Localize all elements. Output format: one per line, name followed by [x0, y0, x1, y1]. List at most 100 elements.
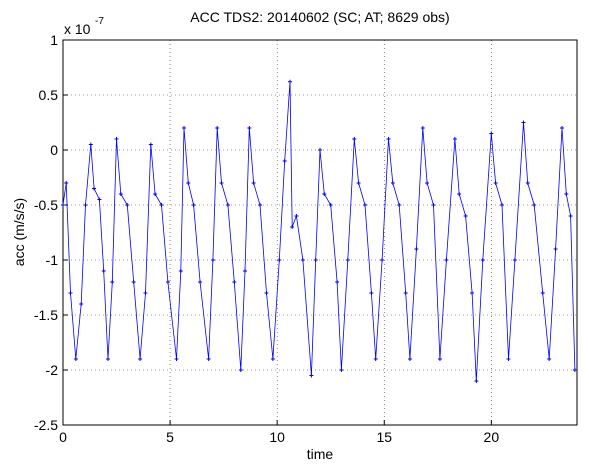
- data-point: [493, 181, 498, 185]
- x-tick-label: 10: [269, 429, 285, 445]
- data-point: [206, 357, 211, 361]
- data-point: [148, 142, 153, 147]
- data-point: [97, 197, 102, 202]
- y-tick-label: -2.5: [34, 417, 58, 433]
- data-point: [512, 258, 517, 262]
- data-point: [174, 357, 179, 361]
- data-point: [92, 186, 97, 191]
- x-tick-label: 5: [166, 429, 174, 445]
- data-point: [191, 203, 196, 207]
- data-point: [143, 291, 148, 295]
- y-multiplier: x 10: [64, 21, 91, 37]
- data-point: [309, 373, 314, 378]
- data-point: [356, 181, 361, 185]
- data-point: [407, 357, 412, 361]
- data-point: [114, 137, 119, 141]
- data-point: [564, 192, 569, 196]
- x-axis-label: time: [307, 446, 334, 462]
- data-point: [288, 79, 293, 84]
- x-tick-label: 15: [376, 429, 392, 445]
- data-point: [165, 280, 170, 284]
- data-point: [339, 368, 344, 372]
- data-point: [369, 291, 374, 295]
- data-point: [138, 357, 143, 361]
- y-tick-label: -2: [46, 362, 59, 378]
- data-point: [251, 181, 256, 185]
- data-point: [83, 203, 88, 207]
- data-point: [238, 368, 243, 372]
- data-point: [335, 280, 340, 284]
- data-point: [105, 357, 110, 361]
- data-point: [572, 368, 577, 372]
- data-point: [444, 258, 449, 262]
- data-point: [182, 126, 187, 130]
- data-point: [68, 291, 73, 295]
- data-point: [73, 357, 78, 361]
- data-point: [560, 126, 565, 130]
- x-tick-label: 20: [484, 429, 500, 445]
- data-point: [328, 203, 333, 207]
- data-point: [131, 280, 136, 284]
- data-point: [198, 280, 203, 284]
- data-point: [282, 159, 287, 163]
- data-point: [568, 214, 573, 218]
- data-point: [186, 181, 191, 185]
- data-point: [352, 137, 357, 141]
- data-point: [101, 269, 106, 273]
- data-point: [397, 203, 402, 207]
- data-point: [178, 269, 183, 273]
- data-point: [403, 291, 408, 295]
- data-point: [247, 126, 252, 130]
- data-point: [345, 258, 350, 262]
- data-point: [322, 192, 327, 196]
- data-point: [277, 258, 282, 262]
- data-point: [414, 247, 419, 251]
- data-point: [489, 131, 494, 136]
- data-point: [463, 214, 468, 218]
- y-tick-label: 1: [50, 32, 58, 48]
- data-point: [452, 137, 457, 141]
- y-axis-label: acc (m/s/s): [11, 198, 27, 266]
- data-point: [294, 214, 299, 218]
- data-point: [553, 247, 558, 251]
- data-point: [373, 357, 378, 361]
- y-multiplier-exponent: -7: [95, 16, 104, 27]
- chart-title: ACC TDS2: 20140602 (SC; AT; 8629 obs): [190, 9, 449, 25]
- y-tick-label: 0: [50, 142, 58, 158]
- data-point: [153, 192, 158, 196]
- y-tick-label: -1.5: [34, 307, 58, 323]
- data-point: [258, 203, 263, 207]
- data-point: [270, 357, 275, 361]
- data-point: [480, 258, 485, 262]
- data-point: [118, 192, 123, 196]
- data-point: [264, 291, 269, 295]
- data-point: [159, 203, 164, 207]
- y-tick-label: 0.5: [39, 87, 59, 103]
- data-point: [318, 148, 322, 152]
- data-point: [300, 258, 305, 262]
- y-tick-label: -0.5: [34, 197, 58, 213]
- data-point: [290, 225, 295, 229]
- data-point: [79, 302, 84, 306]
- data-point: [457, 192, 462, 196]
- data-point: [125, 203, 130, 207]
- x-tick-label: 0: [59, 429, 67, 445]
- data-point: [61, 203, 65, 207]
- data-point: [500, 203, 505, 207]
- data-point: [431, 203, 436, 207]
- data-point: [390, 181, 395, 185]
- data-point: [232, 280, 237, 284]
- data-point: [215, 126, 220, 130]
- data-point: [362, 203, 367, 207]
- data-point: [243, 269, 248, 273]
- data-point: [521, 120, 526, 125]
- data-point: [225, 203, 230, 207]
- data-point: [470, 291, 475, 295]
- data-point: [88, 142, 93, 147]
- data-point: [420, 126, 425, 130]
- data-point: [386, 137, 391, 141]
- data-point: [547, 357, 552, 361]
- y-tick-label: -1: [46, 252, 59, 268]
- data-point: [64, 181, 69, 185]
